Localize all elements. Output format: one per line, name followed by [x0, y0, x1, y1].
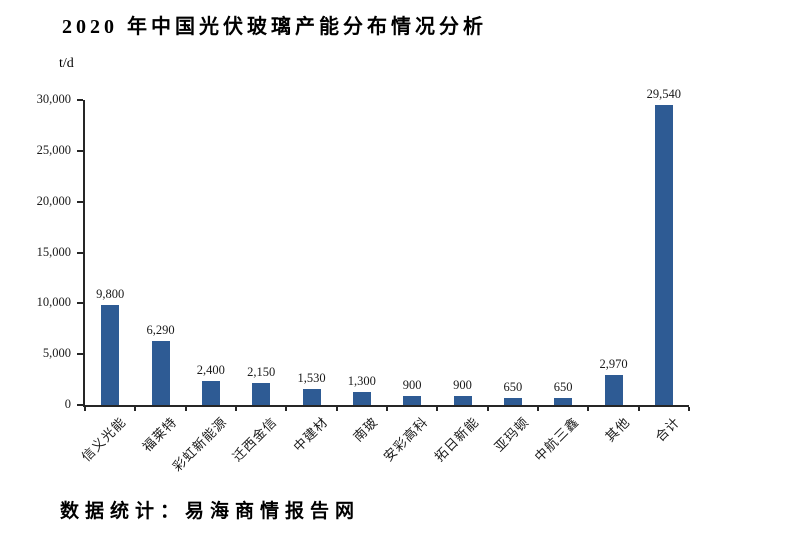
bar [403, 396, 422, 405]
bar [352, 392, 371, 405]
bar-value-label: 6,290 [146, 323, 175, 337]
x-tick [285, 407, 288, 411]
x-tick [235, 407, 237, 411]
x-tick [184, 407, 187, 411]
bar [654, 105, 673, 405]
x-axis-line [83, 405, 689, 407]
bar [604, 375, 623, 405]
bar-value-label: 2,400 [196, 363, 225, 377]
y-tick-label: 10,000 [36, 295, 71, 310]
x-tick [335, 407, 338, 411]
y-tick [77, 149, 83, 152]
y-tick [77, 200, 83, 203]
bar [151, 341, 170, 405]
bar-value-label: 2,970 [599, 357, 628, 371]
y-tick [77, 251, 83, 254]
bar-value-label: 900 [453, 378, 472, 392]
x-tick [436, 407, 439, 411]
bar [503, 398, 522, 405]
x-tick [134, 407, 137, 411]
y-tick-label: 20,000 [36, 193, 71, 208]
bar [453, 396, 472, 405]
y-tick-label: 30,000 [36, 92, 71, 106]
x-tick [587, 407, 590, 411]
y-axis-unit-label: t/d [59, 56, 74, 71]
x-tick [486, 407, 489, 411]
y-tick [77, 99, 83, 101]
y-tick [77, 404, 83, 406]
bar [302, 389, 321, 405]
x-tick [688, 407, 690, 411]
data-source-note: 数据统计：易海商情报告网 [60, 501, 361, 522]
x-tick [84, 407, 86, 411]
bar-value-label: 9,800 [96, 287, 125, 301]
x-tick [637, 407, 640, 411]
y-tick-label: 5,000 [42, 346, 71, 361]
bar-value-label: 650 [553, 380, 573, 394]
bar [252, 383, 271, 405]
y-tick-label: 0 [64, 397, 71, 411]
bar-value-label: 1,530 [297, 371, 326, 385]
bar-value-label: 29,540 [646, 87, 682, 101]
x-tick [537, 407, 539, 411]
bar [554, 398, 573, 405]
x-tick [386, 407, 388, 411]
bar [201, 381, 220, 405]
bar-value-label: 1,300 [347, 374, 376, 388]
bar-value-label: 900 [402, 378, 422, 392]
bar-value-label: 650 [503, 380, 523, 394]
y-tick-label: 15,000 [36, 244, 71, 259]
bar-value-label: 2,150 [247, 365, 276, 379]
y-tick [77, 302, 83, 305]
y-tick-label: 25,000 [36, 142, 71, 157]
y-tick [77, 353, 83, 356]
bar [101, 305, 120, 405]
y-axis-line [83, 100, 85, 407]
chart-title: 2020 年中国光伏玻璃产能分布情况分析 [62, 16, 487, 38]
